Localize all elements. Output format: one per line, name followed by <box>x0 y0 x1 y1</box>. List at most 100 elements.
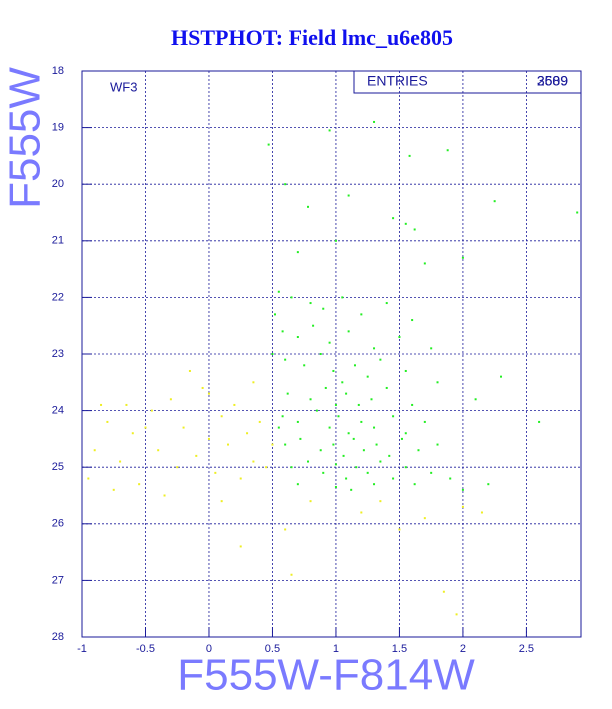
point <box>163 494 166 497</box>
point <box>284 183 287 186</box>
y-tick-label: 25 <box>52 461 64 473</box>
x-tick-label: 1 <box>333 643 339 655</box>
point <box>303 364 306 367</box>
point <box>273 313 276 316</box>
point <box>408 154 411 157</box>
point <box>341 381 344 384</box>
point <box>100 403 103 406</box>
point <box>309 302 312 305</box>
point <box>352 437 355 440</box>
point <box>207 437 210 440</box>
point <box>436 381 439 384</box>
point <box>341 296 344 299</box>
point <box>373 347 376 350</box>
point <box>284 443 287 446</box>
y-tick-label: 21 <box>52 235 64 247</box>
point <box>296 420 299 423</box>
point <box>312 324 315 327</box>
y-tick-label: 26 <box>52 518 64 530</box>
point <box>398 528 401 531</box>
point <box>286 392 289 395</box>
entries-value: 3589 <box>537 73 568 89</box>
point <box>277 426 280 429</box>
point <box>322 471 325 474</box>
y-tick-label: 22 <box>52 291 64 303</box>
point <box>347 432 350 435</box>
point <box>332 443 335 446</box>
point <box>388 454 391 457</box>
point <box>188 369 191 372</box>
point <box>239 477 242 480</box>
point <box>360 511 363 514</box>
point <box>355 466 358 469</box>
point <box>334 486 337 489</box>
point <box>461 488 464 491</box>
point <box>385 302 388 305</box>
point <box>392 415 395 418</box>
point <box>373 426 376 429</box>
point <box>284 528 287 531</box>
point <box>281 330 284 333</box>
point <box>347 330 350 333</box>
point <box>373 120 376 123</box>
point <box>332 369 335 372</box>
y-axis-label: F555W <box>1 67 50 209</box>
point <box>324 386 327 389</box>
point <box>413 483 416 486</box>
point <box>461 256 464 259</box>
point <box>446 149 449 152</box>
point <box>267 143 270 146</box>
point <box>328 426 331 429</box>
point <box>347 194 350 197</box>
point <box>131 432 134 435</box>
point <box>233 403 236 406</box>
point <box>106 420 109 423</box>
x-tick-label: 2 <box>460 643 466 655</box>
point <box>373 483 376 486</box>
point <box>220 500 223 503</box>
point <box>449 477 452 480</box>
y-tick-label: 27 <box>52 574 64 586</box>
y-tick-label: 24 <box>52 405 64 417</box>
point <box>150 409 153 412</box>
chart-title: HSTPHOT: Field lmc_u6e805 <box>171 25 453 50</box>
point <box>281 415 284 418</box>
x-tick-label: 1.5 <box>392 643 407 655</box>
point <box>357 403 360 406</box>
point <box>265 466 268 469</box>
point <box>271 443 274 446</box>
point <box>345 392 348 395</box>
point <box>404 222 407 225</box>
point <box>411 319 414 322</box>
point <box>345 477 348 480</box>
point <box>423 262 426 265</box>
point <box>411 403 414 406</box>
point <box>480 511 483 514</box>
point <box>392 217 395 220</box>
point <box>392 477 395 480</box>
point <box>337 415 340 418</box>
point <box>328 341 331 344</box>
point <box>353 364 356 367</box>
point <box>350 488 353 491</box>
point <box>315 409 318 412</box>
entries-value: 2609 <box>537 73 568 89</box>
point <box>379 500 382 503</box>
point <box>366 471 369 474</box>
point <box>474 398 477 401</box>
point <box>461 505 464 508</box>
point <box>398 336 401 339</box>
point <box>576 211 579 214</box>
point <box>328 129 331 132</box>
point <box>309 398 312 401</box>
point <box>493 200 496 203</box>
point <box>423 420 426 423</box>
y-tick-label: 19 <box>52 122 64 134</box>
x-tick-label: 0 <box>206 643 212 655</box>
x-tick-label: 2.5 <box>519 643 534 655</box>
point <box>252 460 255 463</box>
point <box>112 488 115 491</box>
point <box>334 403 337 406</box>
point <box>430 347 433 350</box>
point <box>214 471 217 474</box>
